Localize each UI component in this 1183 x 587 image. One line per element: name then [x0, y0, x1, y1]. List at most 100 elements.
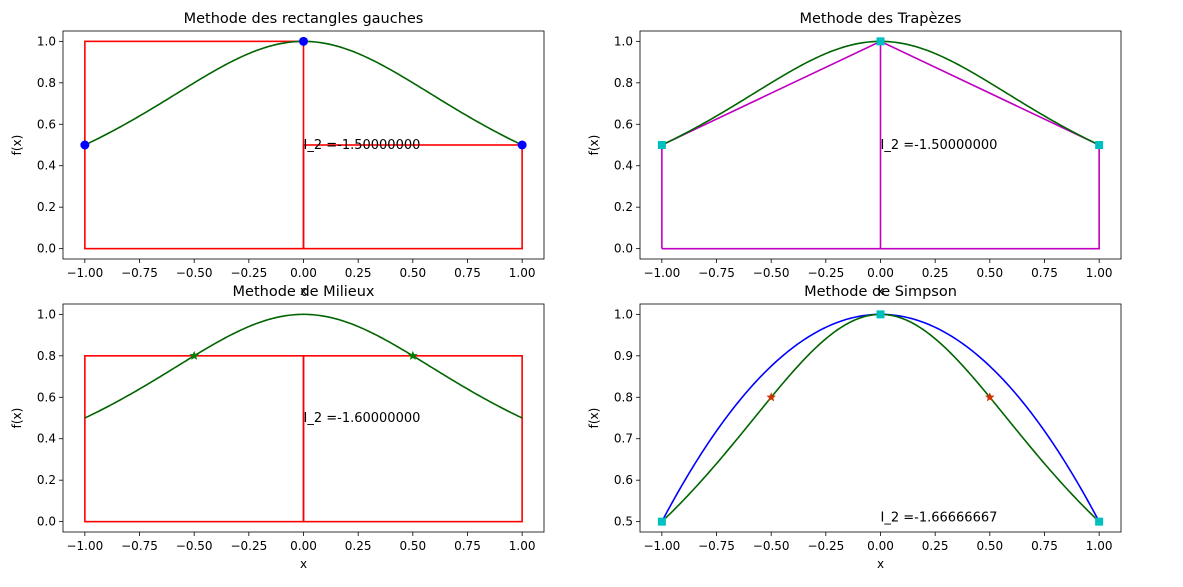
- y-tick-label: 1.0: [37, 34, 56, 48]
- x-axis-label: x: [877, 557, 884, 571]
- marker-star: [408, 350, 418, 360]
- marker-star: [985, 392, 995, 402]
- x-tick-label: 0.75: [454, 266, 481, 280]
- integral-annotation: I_2 =-1.50000000: [304, 138, 421, 153]
- x-tick-label: 0.50: [976, 539, 1003, 553]
- x-axis-label: x: [300, 557, 307, 571]
- plot-area: [657, 37, 1104, 250]
- x-tick-label: 0.00: [290, 539, 317, 553]
- chart-title: Methode des rectangles gauches: [184, 11, 424, 27]
- chart-title: Methode des Trapèzes: [800, 11, 962, 27]
- y-tick-label: 0.2: [37, 200, 56, 214]
- y-tick-label: 0.8: [37, 349, 56, 363]
- plot-area: [657, 310, 1104, 526]
- x-tick-label: −1.00: [66, 266, 103, 280]
- x-tick-label: 0.75: [1031, 266, 1058, 280]
- y-tick-label: 0.6: [614, 473, 633, 487]
- parabola-line: [661, 313, 1100, 523]
- marker-square: [657, 141, 666, 149]
- y-tick-label: 1.0: [614, 307, 633, 321]
- y-tick-label: 1.0: [614, 34, 633, 48]
- y-tick-label: 0.9: [614, 349, 633, 363]
- x-tick-label: −0.25: [807, 539, 844, 553]
- x-tick-label: −0.50: [753, 266, 790, 280]
- plot-frame: [639, 303, 1122, 533]
- panel-rectangles-gauches: Methode des rectangles gauches x f(x) I_…: [10, 11, 545, 298]
- x-tick-label: −1.00: [643, 266, 680, 280]
- x-axis-label: x: [300, 284, 307, 298]
- x-tick-label: 0.00: [290, 266, 317, 280]
- x-tick-label: 0.25: [345, 539, 372, 553]
- chart-title: Methode de Simpson: [804, 284, 957, 300]
- x-tick-label: −0.50: [176, 266, 213, 280]
- integral-annotation: I_2 =-1.60000000: [304, 411, 421, 426]
- x-tick-label: 0.50: [399, 266, 426, 280]
- marker-square: [1095, 141, 1104, 149]
- y-tick-label: 0.6: [37, 117, 56, 131]
- y-tick-label: 0.5: [614, 515, 633, 529]
- x-tick-label: −1.00: [66, 539, 103, 553]
- x-tick-label: −0.25: [230, 266, 267, 280]
- x-tick-label: −0.25: [230, 539, 267, 553]
- panel-milieux: Methode de Milieux x f(x) I_2 =-1.600000…: [10, 284, 545, 571]
- plot-area: [80, 36, 527, 250]
- marker-square: [657, 517, 666, 526]
- x-tick-label: 0.25: [922, 539, 949, 553]
- integral-annotation: I_2 =-1.66666667: [881, 511, 998, 526]
- panel-trapezes: Methode des Trapèzes x f(x) I_2 =-1.5000…: [587, 11, 1122, 298]
- integral-annotation: I_2 =-1.50000000: [881, 138, 998, 153]
- x-tick-label: 0.50: [976, 266, 1003, 280]
- y-axis-label: f(x): [587, 135, 601, 156]
- function-curve: [84, 313, 523, 419]
- y-tick-label: 0.4: [614, 159, 633, 173]
- rectangle-bar: [302, 355, 523, 523]
- trapezoid-outline: [661, 40, 1100, 250]
- y-tick-label: 0.6: [37, 390, 56, 404]
- x-tick-label: 0.00: [867, 539, 894, 553]
- x-tick-label: 0.75: [454, 539, 481, 553]
- y-tick-label: 1.0: [37, 307, 56, 321]
- x-tick-label: −0.25: [807, 266, 844, 280]
- x-tick-label: −0.75: [698, 266, 735, 280]
- x-tick-label: −0.50: [176, 539, 213, 553]
- y-tick-label: 0.4: [37, 159, 56, 173]
- y-axis-label: f(x): [10, 135, 24, 156]
- y-tick-label: 0.2: [614, 200, 633, 214]
- marker-circle: [299, 36, 308, 46]
- x-tick-label: 0.50: [399, 539, 426, 553]
- marker-star: [766, 392, 776, 402]
- x-tick-label: −1.00: [643, 539, 680, 553]
- y-tick-label: 0.0: [37, 515, 56, 529]
- x-tick-label: −0.50: [753, 539, 790, 553]
- rectangle-bar: [302, 144, 523, 250]
- y-tick-label: 0.6: [614, 117, 633, 131]
- marker-square: [876, 310, 885, 319]
- y-axis-label: f(x): [587, 408, 601, 429]
- x-tick-label: 0.25: [345, 266, 372, 280]
- marker-square: [876, 37, 885, 46]
- y-tick-label: 0.8: [37, 76, 56, 90]
- y-tick-label: 0.7: [614, 432, 633, 446]
- x-tick-label: 1.00: [1086, 539, 1113, 553]
- y-tick-label: 0.8: [614, 390, 633, 404]
- x-tick-label: 0.00: [867, 266, 894, 280]
- panel-simpson: Methode de Simpson x f(x) I_2 =-1.666666…: [587, 284, 1122, 571]
- y-tick-label: 0.2: [37, 473, 56, 487]
- x-tick-label: 0.75: [1031, 539, 1058, 553]
- function-curve: [661, 313, 1100, 523]
- x-tick-label: 1.00: [1086, 266, 1113, 280]
- x-tick-label: 1.00: [509, 266, 536, 280]
- marker-square: [1095, 517, 1104, 526]
- x-tick-label: 0.25: [922, 266, 949, 280]
- y-axis-label: f(x): [10, 408, 24, 429]
- marker-circle: [80, 140, 90, 150]
- plot-area: [84, 313, 523, 523]
- x-tick-label: −0.75: [121, 266, 158, 280]
- x-tick-label: −0.75: [698, 539, 735, 553]
- x-tick-label: 1.00: [509, 539, 536, 553]
- rectangle-bar: [84, 355, 305, 523]
- rectangle-bar: [84, 40, 305, 250]
- marker-circle: [517, 140, 527, 150]
- x-tick-label: −0.75: [121, 539, 158, 553]
